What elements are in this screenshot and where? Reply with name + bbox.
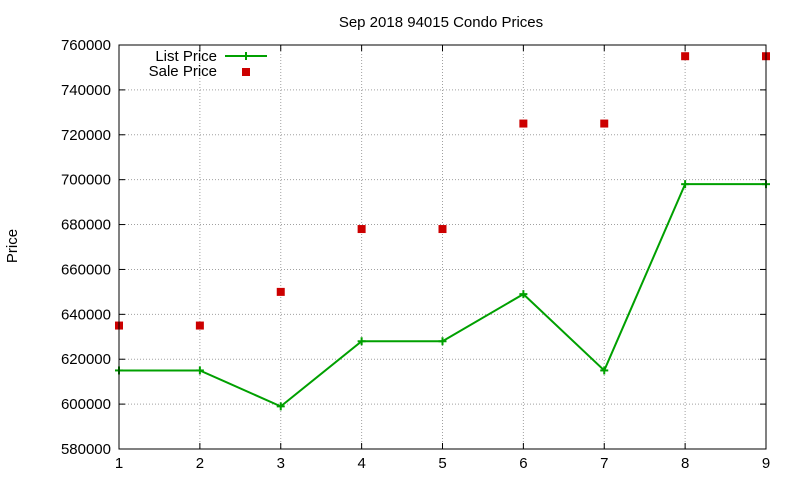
legend-label-list-price: List Price <box>155 48 217 65</box>
sale-price-point <box>357 225 366 234</box>
y-tick-label: 580000 <box>61 441 111 458</box>
list-price-point <box>438 337 447 346</box>
list-price-point <box>195 366 204 375</box>
y-tick-label: 600000 <box>61 396 111 413</box>
x-tick-label: 6 <box>519 455 527 472</box>
grid <box>119 45 766 449</box>
y-tick-label: 760000 <box>61 37 111 54</box>
sale-price-point <box>438 225 447 234</box>
y-tick-label: 660000 <box>61 261 111 278</box>
y-tick-label: 680000 <box>61 217 111 234</box>
list-price-point <box>681 180 690 189</box>
list-price-point <box>600 366 609 375</box>
list-price-point <box>276 402 285 411</box>
list-price-point <box>519 290 528 299</box>
axis-ticks: 1 2 3 4 5 6 7 8 9 580000 600000 620000 640000 660000 6… <box>61 37 770 472</box>
plot-border <box>118 44 767 450</box>
y-axis-label: Price <box>4 229 21 263</box>
y-tick-label: 640000 <box>61 306 111 323</box>
list-price-point <box>357 337 366 346</box>
chart-title: Sep 2018 94015 Condo Prices <box>339 14 543 31</box>
y-tick-label: 700000 <box>61 172 111 189</box>
sale-price-point <box>681 52 690 61</box>
x-tick-label: 3 <box>277 455 285 472</box>
x-tick-label: 4 <box>357 455 365 472</box>
legend: List Price Sale Price <box>149 48 267 80</box>
legend-sample-sale-price-square <box>242 68 250 76</box>
y-tick-label: 720000 <box>61 127 111 144</box>
sale-price-point <box>600 119 609 128</box>
y-tick-label: 620000 <box>61 351 111 368</box>
x-tick-label: 5 <box>438 455 446 472</box>
plot-frame <box>118 44 767 450</box>
sale-price-point <box>195 321 204 330</box>
sale-price-point <box>276 287 285 296</box>
x-tick-label: 1 <box>115 455 123 472</box>
x-tick-label: 7 <box>600 455 608 472</box>
sale-price-point <box>519 119 528 128</box>
y-tick-label: 740000 <box>61 82 111 99</box>
x-tick-label: 8 <box>681 455 689 472</box>
x-tick-label: 2 <box>196 455 204 472</box>
x-tick-label: 9 <box>762 455 770 472</box>
legend-label-sale-price: Sale Price <box>149 63 217 80</box>
